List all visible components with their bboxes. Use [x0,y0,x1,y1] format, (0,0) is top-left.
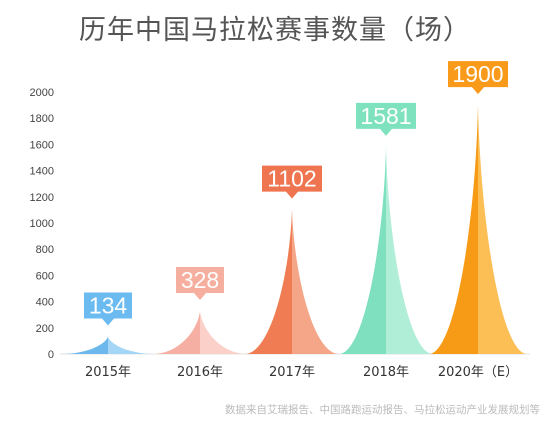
y-tick-label: 1000 [30,218,54,230]
y-tick-label: 1400 [30,166,54,178]
peak-left-half [62,336,108,354]
peak-left-half [246,209,292,354]
data-label: 1102 [267,166,316,192]
peak-1: 134 [62,292,154,354]
peak-4: 1581 [340,102,432,354]
x-category-label: 2016年 [177,365,223,380]
peak-left-half [430,105,478,354]
y-tick-label: 1800 [30,113,54,125]
peak-right-half [386,146,432,354]
data-label: 328 [181,267,219,293]
x-category-label: 2015年 [85,365,131,380]
peak-right-half [478,105,526,354]
data-label: 1900 [452,61,503,87]
x-category-label: 2020年（E） [438,365,518,380]
y-tick-label: 1200 [30,192,54,204]
y-tick-label: 1600 [30,139,54,151]
data-label-badge [262,165,322,199]
y-tick-label: 200 [36,323,54,335]
data-label-badge [176,267,224,301]
data-label: 1581 [360,103,411,129]
peak-right-half [108,336,154,354]
data-label-badge [448,61,508,95]
peak-5: 1900 [430,61,526,354]
peak-right-half [292,209,338,354]
data-label: 134 [89,292,128,318]
peak-2: 328 [154,267,246,354]
peak-left-half [154,311,200,354]
peak-3: 1102 [246,165,338,354]
data-label-badge [356,102,416,136]
y-tick-label: 800 [36,244,54,256]
peak-left-half [340,146,386,354]
chart-title: 历年中国马拉松赛事数量（场） [79,15,471,46]
source-note: 数据来自艾瑞报告、中国路跑运动报告、马拉松运动产业发展规划等 [225,404,540,416]
y-tick-label: 400 [36,297,54,309]
peak-right-half [200,311,246,354]
data-label-badge [84,292,132,326]
x-category-label: 2018年 [363,365,409,380]
y-tick-label: 0 [48,349,54,361]
y-tick-label: 2000 [30,87,54,99]
x-category-label: 2017年 [269,365,315,380]
y-tick-label: 600 [36,270,54,282]
